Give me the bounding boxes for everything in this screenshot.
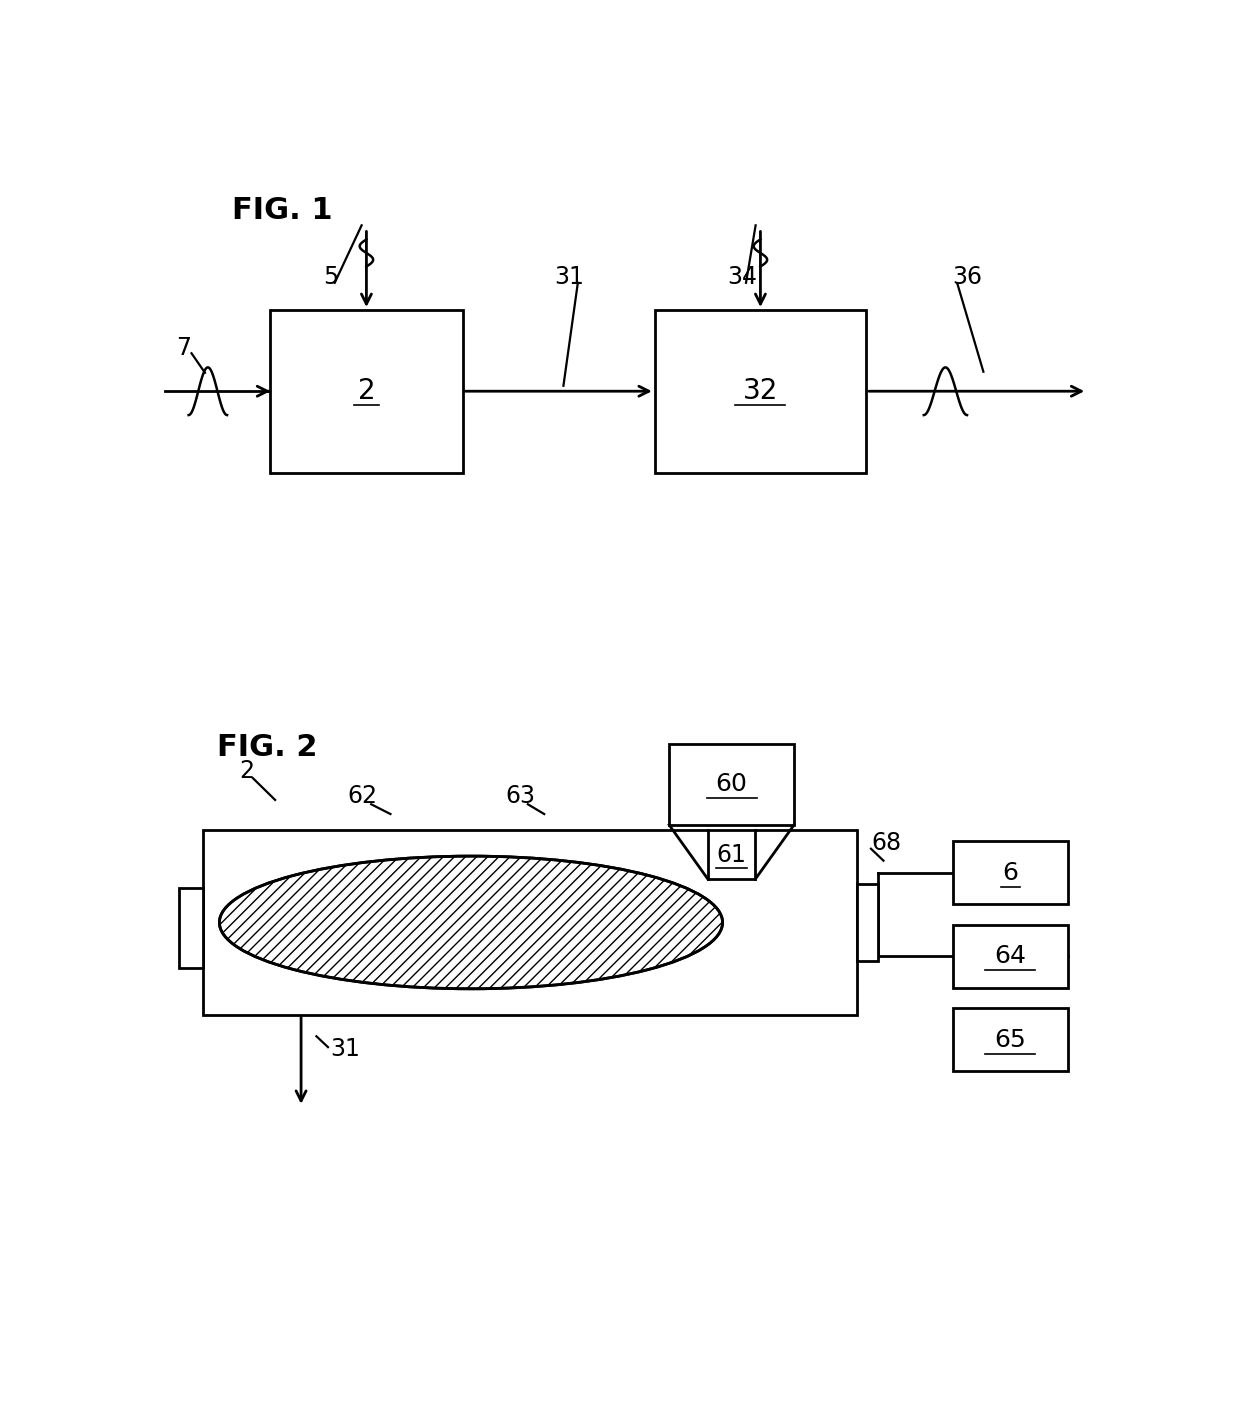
Ellipse shape [219,856,723,988]
Bar [857,884,878,962]
Text: 32: 32 [743,377,779,406]
Text: 7: 7 [176,337,191,360]
Text: 31: 31 [554,265,584,290]
Text: 6: 6 [1002,860,1018,884]
Text: 68: 68 [870,831,901,855]
Text: 2: 2 [357,377,376,406]
Text: FIG. 2: FIG. 2 [217,732,317,762]
Text: 65: 65 [994,1028,1027,1052]
Bar [203,831,857,1015]
Text: 5: 5 [324,265,339,290]
Bar [952,841,1068,904]
Bar [952,925,1068,987]
Text: 60: 60 [715,772,748,796]
Text: 64: 64 [994,943,1027,969]
Text: 31: 31 [330,1038,360,1062]
Bar [270,310,463,473]
Bar [655,310,866,473]
Text: FIG. 1: FIG. 1 [232,196,332,225]
Text: 2: 2 [239,759,254,783]
Text: 36: 36 [952,265,982,290]
Text: 63: 63 [506,784,536,808]
Text: 61: 61 [717,843,746,867]
Bar [670,743,794,825]
Text: 34: 34 [727,265,756,290]
Bar [179,888,203,967]
Text: 62: 62 [347,784,377,808]
Bar [952,1008,1068,1071]
